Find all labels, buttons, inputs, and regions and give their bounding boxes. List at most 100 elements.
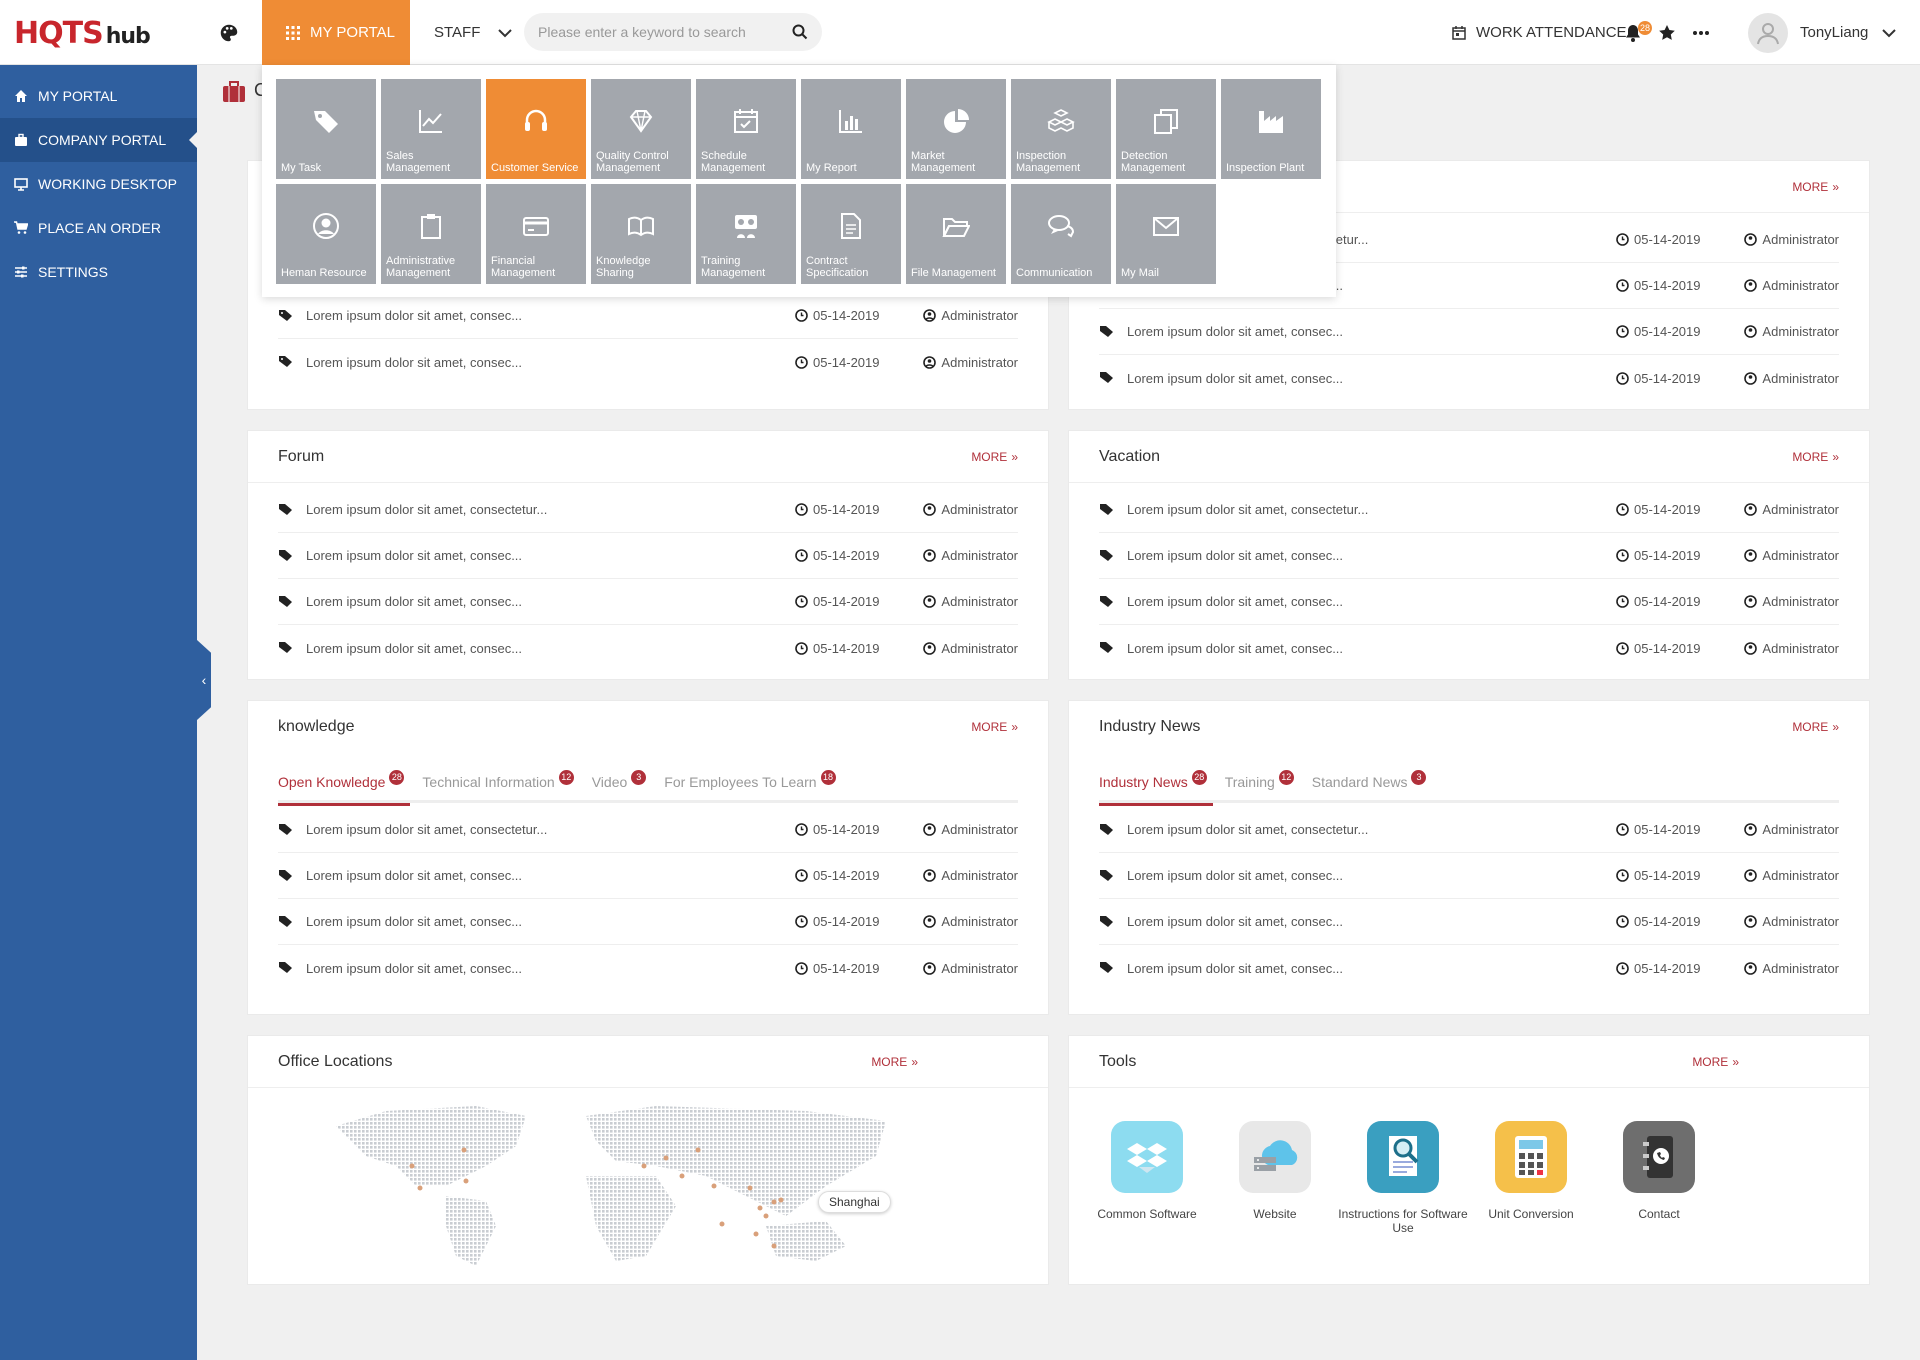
star-icon[interactable]: [1656, 22, 1678, 44]
chevron-down-icon: [498, 28, 513, 37]
list-item[interactable]: Lorem ipsum dolor sit amet, consec... 05…: [1099, 355, 1839, 401]
tool-website[interactable]: Website: [1210, 1121, 1340, 1221]
list-item[interactable]: Lorem ipsum dolor sit amet, consec... 05-…: [1099, 625, 1839, 671]
tab-open-knowledge[interactable]: Open Knowledge 28: [278, 761, 411, 806]
more-link[interactable]: MORE»: [871, 1054, 918, 1069]
sidebar-item-my-portal[interactable]: MY PORTAL: [0, 74, 197, 118]
card-title: Office Locations: [278, 1052, 393, 1070]
tile-knowledge-sharing[interactable]: Knowledge Sharing: [591, 184, 691, 284]
tile-schedule-management[interactable]: Schedule Management: [696, 79, 796, 179]
sidebar-item-company-portal[interactable]: COMPANY PORTAL: [0, 118, 197, 162]
list-item[interactable]: Lorem ipsum dolor sit amet, consectetur.…: [278, 487, 1018, 533]
tile-sales-management[interactable]: Sales Management: [381, 79, 481, 179]
tab-industry-news[interactable]: Industry News 28: [1099, 761, 1213, 806]
more-dots-icon[interactable]: [1690, 22, 1712, 44]
avatar[interactable]: [1748, 13, 1788, 53]
more-link[interactable]: MORE»: [1692, 1054, 1739, 1069]
list-item[interactable]: Lorem ipsum dolor sit amet, consec... 05-…: [1099, 853, 1839, 899]
list-item[interactable]: Lorem ipsum dolor sit amet, consec... 05-…: [1099, 945, 1839, 991]
tile-my-mail[interactable]: My Mail: [1116, 184, 1216, 284]
list-item[interactable]: Lorem ipsum dolor sit amet, consec... 05-…: [278, 533, 1018, 579]
tile-administrative-management[interactable]: Administrative Management: [381, 184, 481, 284]
tags-icon: [1100, 325, 1113, 337]
tags-icon: [279, 356, 292, 367]
user-menu[interactable]: TonyLiang: [1800, 0, 1897, 65]
tile-inspection-management[interactable]: Inspection Management: [1011, 79, 1111, 179]
list-item[interactable]: Lorem ipsum dolor sit amet, consectetur.…: [278, 807, 1018, 853]
tab-video[interactable]: Video 3: [592, 761, 647, 803]
search-icon[interactable]: [792, 24, 808, 40]
clock-icon: [795, 595, 808, 608]
tile-training-management[interactable]: Training Management: [696, 184, 796, 284]
grid-icon: [286, 25, 300, 40]
card-title: knowledge: [278, 718, 355, 735]
tab-standard-news[interactable]: Standard News 3: [1312, 761, 1427, 803]
tags-icon: [279, 309, 292, 321]
tile-heman-resource[interactable]: Heman Resource: [276, 184, 376, 284]
list-item[interactable]: Lorem ipsum dolor sit amet, consec... 05…: [278, 293, 1018, 339]
tile-contract-specification[interactable]: Contract Specification: [801, 184, 901, 284]
user-circle-icon: [313, 213, 339, 239]
tags-icon: [1100, 915, 1113, 927]
list-item[interactable]: Lorem ipsum dolor sit amet, consec... 05-…: [1099, 579, 1839, 625]
tile-financial-management[interactable]: Financial Management: [486, 184, 586, 284]
more-link[interactable]: MORE»: [1792, 720, 1839, 734]
sidebar-item-working-desktop[interactable]: WORKING DESKTOP: [0, 162, 197, 206]
sidebar-item-place-an-order[interactable]: PLACE AN ORDER: [0, 206, 197, 250]
chat-icon: [1048, 215, 1075, 238]
search-input[interactable]: [538, 24, 792, 40]
more-link[interactable]: MORE»: [1792, 449, 1839, 464]
sidebar-item-settings[interactable]: SETTINGS: [0, 250, 197, 294]
card-office-locations: Office Locations MORE» Shanghai: [247, 1035, 1049, 1285]
tags-icon: [279, 915, 292, 927]
search-box: [524, 13, 822, 51]
clock-icon: [1616, 869, 1629, 882]
tile-my-task[interactable]: My Task: [276, 79, 376, 179]
tile-inspection-plant[interactable]: Inspection Plant: [1221, 79, 1321, 179]
list-item[interactable]: Lorem ipsum dolor sit amet, consec... 05-…: [1099, 899, 1839, 945]
logo[interactable]: HQTS hub: [14, 16, 151, 51]
list-item[interactable]: Lorem ipsum dolor sit amet, consec... 05-…: [1099, 533, 1839, 579]
tile-detection-management[interactable]: Detection Management: [1116, 79, 1216, 179]
staff-dropdown[interactable]: STAFF: [434, 0, 513, 65]
card-forum: Forum MORE» Lorem ipsum dolor sit amet, …: [247, 430, 1049, 680]
clock-icon: [795, 823, 808, 836]
tab-training[interactable]: Training 12: [1225, 761, 1294, 803]
briefcase-icon: [223, 81, 245, 102]
list-item[interactable]: Lorem ipsum dolor sit amet, consec... 05-…: [278, 945, 1018, 991]
my-portal-menu[interactable]: MY PORTAL: [262, 0, 410, 65]
tile-market-management[interactable]: Market Management: [906, 79, 1006, 179]
work-attendance-button[interactable]: WORK ATTENDANCE: [1452, 0, 1627, 65]
tab-for-employees-to-learn[interactable]: For Employees To Learn 18: [664, 761, 836, 803]
user-circle-icon: [1744, 641, 1758, 655]
more-link[interactable]: MORE»: [971, 449, 1018, 464]
more-link[interactable]: MORE»: [971, 720, 1018, 734]
palette-icon[interactable]: [218, 22, 240, 44]
clock-icon: [795, 309, 808, 322]
list-item[interactable]: Lorem ipsum dolor sit amet, consec... 05-…: [278, 579, 1018, 625]
list-item[interactable]: Lorem ipsum dolor sit amet, consectetur.…: [1099, 487, 1839, 533]
tile-file-management[interactable]: File Management: [906, 184, 1006, 284]
tool-common-software[interactable]: Common Software: [1082, 1121, 1212, 1221]
more-link[interactable]: MORE»: [1792, 179, 1839, 194]
list-item[interactable]: Lorem ipsum dolor sit amet, consec... 05-…: [278, 899, 1018, 945]
tool-contact[interactable]: Contact: [1594, 1121, 1724, 1221]
tile-my-report[interactable]: My Report: [801, 79, 901, 179]
tile-customer-service[interactable]: Customer Service: [486, 79, 586, 179]
headset-icon: [525, 109, 547, 131]
tool-instructions[interactable]: Instructions for Software Use: [1338, 1121, 1468, 1235]
list-item[interactable]: Lorem ipsum dolor sit amet, consec... 05-…: [278, 853, 1018, 899]
sidebar-collapse-toggle[interactable]: ‹: [197, 640, 211, 720]
list-item[interactable]: Lorem ipsum dolor sit amet, consec... 05-…: [278, 625, 1018, 671]
list-item[interactable]: Lorem ipsum dolor sit amet, consec... 05…: [278, 339, 1018, 385]
tile-quality-control-management[interactable]: Quality Control Management: [591, 79, 691, 179]
tool-unit-conversion[interactable]: Unit Conversion: [1466, 1121, 1596, 1221]
list-item[interactable]: Lorem ipsum dolor sit amet, consectetur.…: [1099, 807, 1839, 853]
tile-communication[interactable]: Communication: [1011, 184, 1111, 284]
list-item[interactable]: Lorem ipsum dolor sit amet, consec... 05…: [1099, 309, 1839, 355]
user-circle-icon: [1744, 503, 1758, 516]
double-chevron-right-icon: »: [1832, 449, 1839, 464]
tab-technical-information[interactable]: Technical Information 12: [422, 761, 574, 803]
calendar-icon: [1452, 25, 1466, 40]
bell-icon[interactable]: [1622, 22, 1644, 44]
